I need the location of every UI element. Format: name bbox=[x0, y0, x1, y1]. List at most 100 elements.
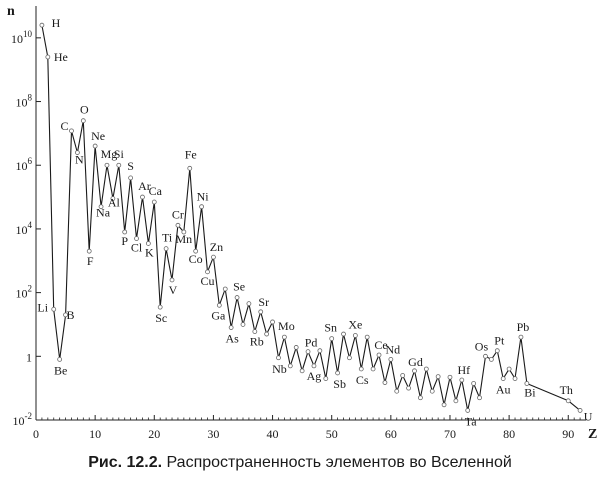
data-point bbox=[453, 398, 459, 404]
y-tick-label: 104 bbox=[16, 220, 33, 237]
element-label: Mg bbox=[101, 147, 118, 161]
abundance-chart: 0 10 20 30 40 50 60 70 80 90 1010 108 106 104 102 1 10-2… bbox=[7, 4, 597, 442]
element-label: Na bbox=[96, 206, 111, 220]
data-point bbox=[524, 381, 530, 386]
data-point bbox=[488, 356, 494, 362]
element-label: Mo bbox=[278, 319, 295, 333]
element-label: Cu bbox=[200, 274, 214, 288]
abundance-series-line bbox=[41, 25, 581, 411]
abundance-line bbox=[41, 25, 581, 411]
data-point bbox=[270, 319, 275, 325]
data-point bbox=[234, 295, 240, 300]
data-point bbox=[145, 241, 151, 246]
data-point bbox=[512, 376, 518, 381]
element-label: Se bbox=[233, 280, 245, 294]
element-label: O bbox=[80, 103, 89, 117]
element-label: U bbox=[584, 409, 593, 423]
data-point bbox=[163, 246, 169, 252]
element-label: Ne bbox=[91, 129, 105, 143]
y-tick-label: 1010 bbox=[11, 29, 33, 46]
element-label: B bbox=[67, 308, 75, 322]
element-label: Gd bbox=[408, 355, 423, 369]
element-label: P bbox=[121, 234, 128, 248]
element-label: Al bbox=[108, 196, 121, 210]
element-label: Rb bbox=[250, 335, 264, 349]
data-point bbox=[465, 408, 471, 413]
x-axis-title: Z bbox=[588, 427, 597, 442]
data-point bbox=[51, 306, 57, 312]
x-tick-label: 0 bbox=[33, 427, 39, 441]
data-point bbox=[134, 236, 139, 241]
element-label: S bbox=[127, 159, 134, 173]
element-label: Ni bbox=[197, 190, 210, 204]
element-label: Li bbox=[37, 300, 48, 314]
data-point bbox=[116, 162, 122, 168]
element-label: Ga bbox=[211, 308, 226, 322]
data-point bbox=[252, 329, 258, 334]
element-label: Sn bbox=[324, 321, 337, 335]
element-label: Ca bbox=[149, 184, 163, 198]
element-label: Cr bbox=[172, 207, 184, 221]
data-point bbox=[370, 366, 376, 372]
x-tick-label: 60 bbox=[385, 427, 397, 441]
data-point bbox=[205, 269, 210, 275]
x-tick-label: 90 bbox=[562, 427, 574, 441]
data-point bbox=[483, 353, 488, 359]
y-axis-title: n bbox=[7, 4, 15, 19]
data-point bbox=[441, 402, 447, 408]
data-point bbox=[246, 301, 252, 307]
figure-number: Рис. 12.2. bbox=[88, 454, 163, 471]
data-point bbox=[418, 395, 423, 401]
data-point bbox=[69, 128, 74, 134]
data-point bbox=[74, 150, 80, 155]
element-label: Au bbox=[496, 383, 511, 397]
data-points bbox=[39, 22, 583, 413]
y-tick-label: 106 bbox=[16, 156, 33, 173]
element-label: Ag bbox=[307, 369, 322, 383]
element-label: Pd bbox=[305, 336, 318, 350]
data-point bbox=[104, 162, 110, 168]
element-label: Cs bbox=[356, 373, 369, 387]
element-label: Nb bbox=[272, 362, 287, 376]
x-tick-label: 40 bbox=[267, 427, 279, 441]
data-point bbox=[228, 325, 234, 330]
element-label: Pb bbox=[517, 320, 530, 334]
element-label: Xe bbox=[348, 318, 362, 332]
element-label: N bbox=[75, 153, 84, 167]
data-point bbox=[193, 248, 199, 254]
element-label: F bbox=[87, 254, 94, 268]
element-label: H bbox=[52, 16, 61, 30]
data-point bbox=[429, 388, 435, 394]
element-label: As bbox=[225, 332, 239, 346]
element-label: Th bbox=[560, 383, 573, 397]
data-point bbox=[577, 408, 583, 413]
data-point bbox=[80, 118, 86, 124]
data-point bbox=[287, 363, 293, 369]
data-point bbox=[258, 309, 264, 315]
element-label: Bi bbox=[524, 386, 536, 400]
element-label: Nd bbox=[386, 342, 401, 356]
data-point bbox=[45, 54, 51, 60]
ticks: 0 10 20 30 40 50 60 70 80 90 1010 108 106 104 102 1 10-2 bbox=[11, 29, 581, 441]
x-tick-label: 50 bbox=[326, 427, 338, 441]
data-point bbox=[364, 334, 370, 340]
x-tick-label: 20 bbox=[148, 427, 160, 441]
data-point bbox=[400, 373, 406, 378]
element-label: Ta bbox=[465, 414, 477, 428]
y-tick-label: 1 bbox=[26, 350, 32, 364]
element-label: He bbox=[54, 50, 68, 64]
element-label: Be bbox=[54, 363, 67, 377]
x-tick-label: 10 bbox=[89, 427, 101, 441]
data-point bbox=[329, 336, 335, 341]
element-label: Ar bbox=[138, 179, 151, 193]
data-point bbox=[352, 333, 358, 338]
data-point bbox=[140, 194, 145, 200]
data-point bbox=[471, 381, 477, 386]
data-point bbox=[347, 355, 352, 361]
x-tick-label: 30 bbox=[207, 427, 219, 441]
data-point bbox=[169, 277, 175, 283]
y-tick-label: 102 bbox=[16, 284, 33, 301]
element-label: Pt bbox=[494, 334, 505, 348]
data-point bbox=[299, 368, 305, 374]
axes bbox=[35, 6, 586, 421]
